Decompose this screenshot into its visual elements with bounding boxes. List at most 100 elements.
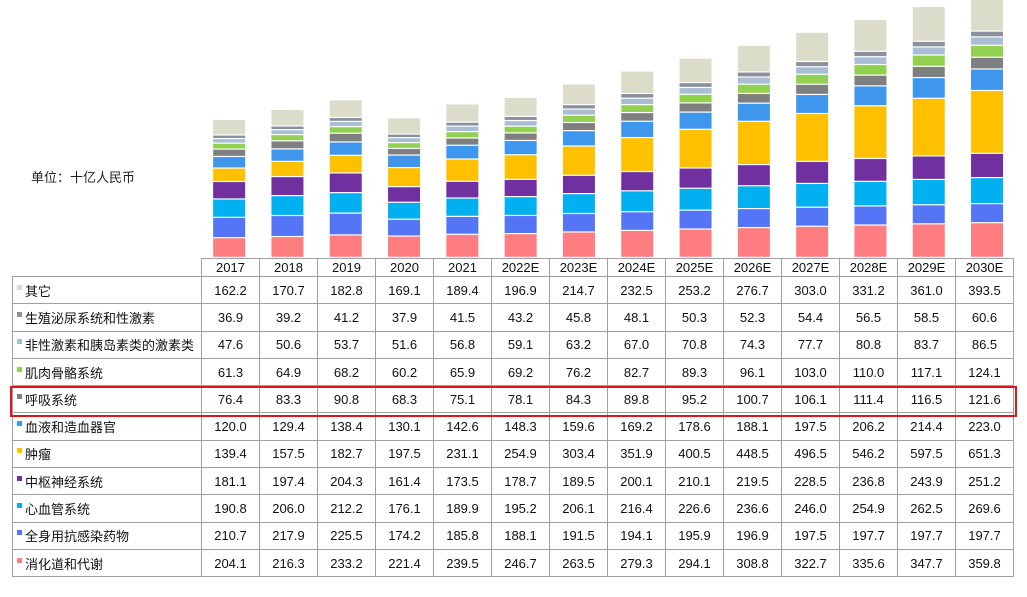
bar-segment: [737, 77, 770, 84]
bar-segment: [621, 94, 654, 98]
table-row: 消化道和代谢 204.1 216.3 233.2 221.4 239.5 246.7 263.…: [12, 548, 1014, 578]
data-cell: 50.3: [665, 303, 724, 332]
bar-segment: [971, 153, 1004, 177]
data-cell: 176.1: [375, 494, 434, 523]
data-cell: 188.1: [491, 521, 550, 550]
data-cell: 206.1: [549, 494, 608, 523]
bar-segment: [679, 229, 712, 257]
legend-swatch-icon: [17, 448, 22, 454]
bar-segment: [854, 57, 887, 64]
bar-segment: [504, 133, 537, 140]
data-cell: 68.3: [375, 385, 434, 414]
bar-segment: [679, 188, 712, 210]
bar-segment: [504, 121, 537, 126]
series-name: 全身用抗感染药物: [25, 529, 130, 545]
legend-swatch-icon: [17, 557, 22, 563]
data-cell: 279.3: [607, 548, 666, 578]
data-cell: 226.6: [665, 494, 724, 523]
data-cell: 243.9: [897, 467, 956, 496]
bar-segment: [912, 55, 945, 66]
data-cell: 233.2: [317, 548, 376, 578]
data-cell: 60.2: [375, 357, 434, 387]
bar-segment: [504, 179, 537, 197]
data-cell: 236.6: [723, 494, 782, 523]
data-cell: 65.9: [433, 357, 492, 387]
year-header: 2020: [375, 258, 434, 277]
data-cell: 197.4: [259, 467, 318, 496]
data-cell: 106.1: [781, 385, 840, 414]
data-cell: 169.2: [607, 412, 666, 441]
series-label: 肌肉骨骼系统: [12, 357, 202, 387]
data-cell: 41.2: [317, 303, 376, 332]
data-table: 2017 2018 2019 2020 2021 2022E 2023E 2024E 2025E…: [12, 258, 1014, 578]
bar-segment: [971, 178, 1004, 204]
bar-segment: [271, 196, 304, 215]
bar-segment: [912, 41, 945, 47]
series-label: 血液和造血器官: [12, 412, 202, 441]
data-cell: 253.2: [665, 275, 724, 305]
data-cell: 190.8: [201, 494, 260, 523]
bar-segment: [329, 133, 362, 142]
data-cell: 169.1: [375, 275, 434, 305]
bar-segment: [737, 165, 770, 186]
bar-segment: [504, 234, 537, 257]
year-header: 2019: [317, 258, 376, 277]
bar-segment: [796, 226, 829, 257]
bar-segment: [562, 115, 595, 122]
data-cell: 197.5: [781, 412, 840, 441]
bar-segment: [854, 225, 887, 257]
bar-segment: [796, 84, 829, 94]
data-cell: 67.0: [607, 330, 666, 359]
bar-segment: [737, 72, 770, 77]
bar-segment: [562, 109, 595, 115]
data-cell: 59.1: [491, 330, 550, 359]
data-cell: 219.5: [723, 467, 782, 496]
data-cell: 331.2: [839, 275, 898, 305]
year-header: 2027E: [781, 258, 840, 277]
bar-segment: [737, 121, 770, 164]
year-header: 2025E: [665, 258, 724, 277]
data-cell: 228.5: [781, 467, 840, 496]
bar-segment: [388, 187, 421, 202]
data-cell: 170.7: [259, 275, 318, 305]
year-header: 2026E: [723, 258, 782, 277]
bar-segment: [446, 198, 479, 216]
bar-segment: [329, 122, 362, 127]
bar-segment: [679, 168, 712, 188]
data-cell: 89.8: [607, 385, 666, 414]
bar-segment: [912, 156, 945, 179]
bar-segment: [388, 149, 421, 155]
bar-segment: [213, 199, 246, 217]
data-cell: 189.4: [433, 275, 492, 305]
table-row: 非性激素和胰岛素类的激素类 47.6 50.6 53.7 51.6 56.8 59.1 63.…: [12, 330, 1014, 359]
data-cell: 129.4: [259, 412, 318, 441]
data-cell: 174.2: [375, 521, 434, 550]
bar-segment: [621, 191, 654, 212]
bar-segment: [562, 175, 595, 194]
data-cell: 80.8: [839, 330, 898, 359]
bar-segment: [329, 118, 362, 121]
bar-segment: [329, 235, 362, 257]
data-cell: 95.2: [665, 385, 724, 414]
data-cell: 78.1: [491, 385, 550, 414]
data-cell: 159.6: [549, 412, 608, 441]
bar-segment: [213, 168, 246, 181]
series-label: 中枢神经系统: [12, 467, 202, 496]
data-cell: 651.3: [955, 439, 1014, 469]
table-row: 全身用抗感染药物 210.7 217.9 225.5 174.2 185.8 188.1 19…: [12, 521, 1014, 550]
bar-segment: [854, 51, 887, 57]
bar-segment: [562, 194, 595, 213]
bar-segment: [912, 47, 945, 55]
bar-segment: [971, 45, 1004, 57]
data-cell: 86.5: [955, 330, 1014, 359]
data-cell: 197.5: [375, 439, 434, 469]
data-cell: 210.1: [665, 467, 724, 496]
data-cell: 148.3: [491, 412, 550, 441]
stacked-bar-chart: [213, 0, 1004, 257]
data-cell: 103.0: [781, 357, 840, 387]
bar-segment: [621, 113, 654, 121]
table-row: 呼吸系统 76.4 83.3 90.8 68.3 75.1 78.1 84.3 89.8 95.2…: [12, 385, 1014, 414]
data-cell: 75.1: [433, 385, 492, 414]
bar-segment: [854, 19, 887, 51]
bar-segment: [621, 98, 654, 104]
